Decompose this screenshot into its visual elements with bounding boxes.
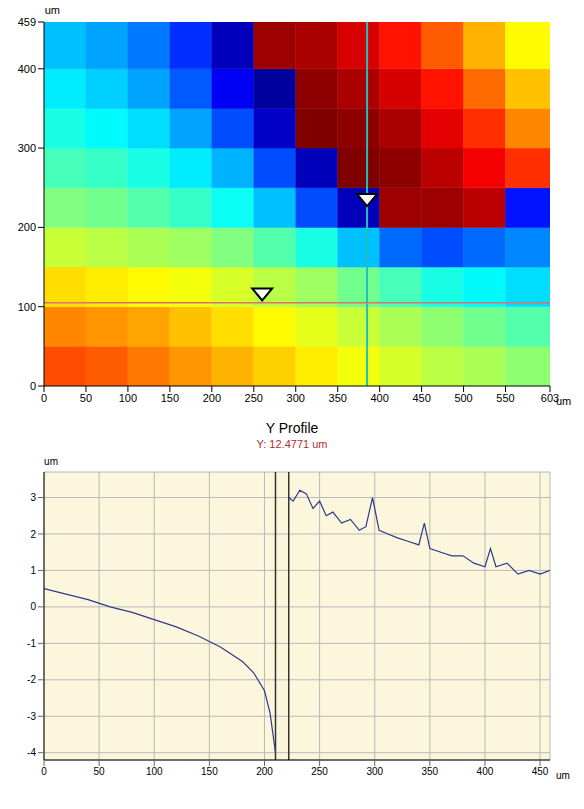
svg-text:459: 459 bbox=[18, 16, 36, 28]
svg-text:200: 200 bbox=[256, 766, 273, 777]
svg-text:2: 2 bbox=[30, 529, 36, 540]
svg-text:400: 400 bbox=[370, 392, 388, 404]
svg-text:250: 250 bbox=[245, 392, 263, 404]
svg-text:200: 200 bbox=[203, 392, 221, 404]
svg-text:550: 550 bbox=[496, 392, 514, 404]
svg-text:603: 603 bbox=[540, 391, 560, 404]
svg-text:50: 50 bbox=[94, 766, 106, 777]
svg-text:-4: -4 bbox=[27, 747, 36, 758]
svg-text:300: 300 bbox=[18, 142, 36, 154]
svg-text:450: 450 bbox=[412, 392, 430, 404]
svg-text:-2: -2 bbox=[27, 674, 36, 685]
svg-text:0: 0 bbox=[30, 601, 36, 612]
svg-text:350: 350 bbox=[421, 766, 438, 777]
svg-text:400: 400 bbox=[477, 766, 494, 777]
svg-text:150: 150 bbox=[161, 392, 179, 404]
svg-text:-3: -3 bbox=[27, 711, 36, 722]
svg-text:0: 0 bbox=[41, 392, 47, 404]
svg-text:1: 1 bbox=[30, 565, 36, 576]
html-text:Y Profile: Y Profile bbox=[265, 420, 319, 436]
svg-text:3: 3 bbox=[30, 492, 36, 503]
svg-text:450: 450 bbox=[532, 766, 549, 777]
svg-text:100: 100 bbox=[119, 392, 137, 404]
svg-text:350: 350 bbox=[329, 392, 347, 404]
html-text:Y: 12.4771 um: Y: 12.4771 um bbox=[256, 438, 328, 450]
svg-text:um: um bbox=[44, 456, 58, 467]
svg-text:150: 150 bbox=[201, 766, 218, 777]
svg-text:-1: -1 bbox=[27, 638, 36, 649]
svg-text:50: 50 bbox=[80, 392, 92, 404]
svg-text:100: 100 bbox=[146, 766, 163, 777]
svg-text:300: 300 bbox=[366, 766, 383, 777]
svg-text:250: 250 bbox=[311, 766, 328, 777]
svg-text:200: 200 bbox=[18, 221, 36, 233]
svg-text:um: um bbox=[556, 395, 571, 407]
svg-text:500: 500 bbox=[454, 392, 472, 404]
svg-text:0: 0 bbox=[30, 380, 36, 392]
svg-text:400: 400 bbox=[18, 63, 36, 75]
svg-text:300: 300 bbox=[287, 392, 305, 404]
svg-text:100: 100 bbox=[18, 301, 36, 313]
svg-text:um: um bbox=[556, 770, 570, 781]
svg-text:um: um bbox=[45, 4, 60, 16]
svg-text:0: 0 bbox=[41, 766, 47, 777]
